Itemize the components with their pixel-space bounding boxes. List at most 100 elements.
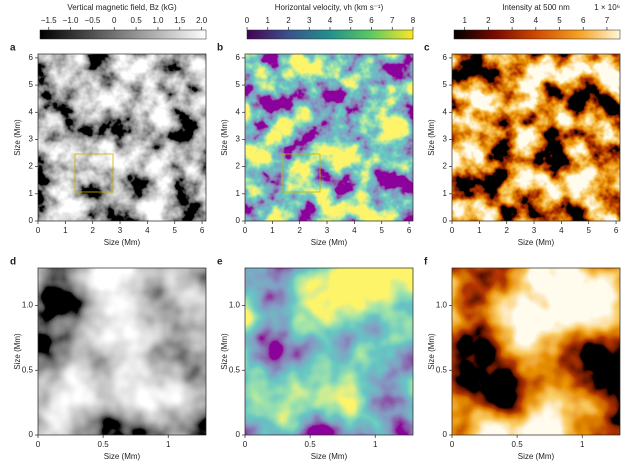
- x-tick-label: 0.5: [305, 440, 317, 449]
- x-tick-label: 0: [450, 440, 455, 449]
- x-tick-label: 1: [270, 226, 275, 235]
- y-tick-label: 0.5: [229, 365, 241, 374]
- colorbar-tick-label: 7: [605, 16, 610, 25]
- y-tick-label: 5: [29, 80, 34, 89]
- plot-frame: [37, 267, 207, 436]
- panel-letter: e: [217, 257, 223, 268]
- x-tick-label: 0.5: [98, 440, 110, 449]
- x-tick-label: 5: [172, 226, 177, 235]
- image-map: [38, 54, 206, 221]
- y-tick-label: 1: [29, 189, 34, 198]
- x-tick-label: 1: [373, 440, 378, 449]
- plot-frame: [451, 267, 621, 436]
- y-tick-label: 1: [443, 189, 448, 198]
- y-tick-label: 2: [236, 162, 241, 171]
- colorbar-tick-label: 5: [557, 16, 562, 25]
- y-tick-label: 0: [29, 430, 34, 439]
- y-tick-label: 6: [236, 53, 241, 62]
- x-tick-label: 2: [90, 226, 95, 235]
- image-map: [245, 268, 413, 435]
- x-tick-label: 0: [36, 440, 41, 449]
- zoom-box: [281, 153, 321, 193]
- x-tick-label: 5: [379, 226, 384, 235]
- x-tick-label: 2: [297, 226, 302, 235]
- x-tick-label: 0.5: [512, 440, 524, 449]
- colorbar-tick-label: 1: [266, 16, 271, 25]
- x-tick-label: 3: [118, 226, 123, 235]
- y-axis-label: Size (Mm): [427, 119, 436, 156]
- x-tick-label: 0: [243, 440, 248, 449]
- plot-frame: [244, 267, 414, 436]
- y-tick-label: 1.0: [436, 301, 448, 310]
- y-tick-label: 6: [29, 53, 34, 62]
- y-tick-label: 1: [236, 189, 241, 198]
- panel-letter: c: [424, 43, 430, 54]
- x-tick-label: 6: [200, 226, 205, 235]
- x-axis-label: Size (Mm): [518, 452, 555, 461]
- colorbar: [453, 29, 621, 40]
- x-tick-label: 0: [36, 226, 41, 235]
- y-axis-label: Size (Mm): [427, 333, 436, 370]
- image-map: [452, 54, 620, 221]
- colorbar-multiplier: 1 × 10⁶: [594, 3, 620, 12]
- y-tick-label: 5: [236, 80, 241, 89]
- y-tick-label: 0: [443, 216, 448, 225]
- x-tick-label: 0: [450, 226, 455, 235]
- colorbar-title: Horizontal velocity, vh (km s⁻¹): [275, 3, 384, 12]
- x-tick-label: 4: [352, 226, 357, 235]
- colorbar: [246, 29, 414, 40]
- y-axis-label: Size (Mm): [13, 119, 22, 156]
- y-tick-label: 0.5: [22, 365, 34, 374]
- y-tick-label: 0: [236, 216, 241, 225]
- colorbar-tick-label: 7: [390, 16, 395, 25]
- colorbar: [39, 29, 207, 40]
- image-map: [452, 268, 620, 435]
- colorbar-tick-label: 8: [411, 16, 416, 25]
- colorbar-title: Intensity at 500 nm: [502, 3, 570, 12]
- y-tick-label: 3: [236, 135, 241, 144]
- panel-letter: f: [424, 257, 428, 268]
- y-axis-label: Size (Mm): [220, 119, 229, 156]
- y-tick-label: 0: [443, 430, 448, 439]
- x-tick-label: 6: [614, 226, 619, 235]
- x-tick-label: 3: [532, 226, 537, 235]
- panel-letter: a: [10, 43, 16, 54]
- x-tick-label: 1: [166, 440, 171, 449]
- colorbar-tick-label: 2: [486, 16, 491, 25]
- colorbar-tick-label: 1.5: [174, 16, 186, 25]
- colorbar-tick-label: 0.5: [131, 16, 143, 25]
- colorbar-tick-label: 6: [369, 16, 374, 25]
- y-tick-label: 4: [236, 107, 241, 116]
- colorbar-tick-label: 6: [581, 16, 586, 25]
- colorbar-tick-label: 1: [462, 16, 467, 25]
- colorbar-tick-label: 2.0: [196, 16, 208, 25]
- y-tick-label: 3: [29, 135, 34, 144]
- image-map: [38, 268, 206, 435]
- y-tick-label: 1.0: [22, 301, 34, 310]
- plot-frame: [451, 53, 621, 222]
- y-axis-label: Size (Mm): [220, 333, 229, 370]
- x-tick-label: 1: [580, 440, 585, 449]
- x-axis-label: Size (Mm): [104, 238, 141, 247]
- plot-frame: [244, 53, 414, 222]
- colorbar-tick-label: 0: [112, 16, 117, 25]
- x-tick-label: 4: [559, 226, 564, 235]
- colorbar-tick-label: 4: [534, 16, 539, 25]
- x-tick-label: 1: [477, 226, 482, 235]
- y-tick-label: 5: [443, 80, 448, 89]
- x-tick-label: 5: [586, 226, 591, 235]
- x-tick-label: 1: [63, 226, 68, 235]
- x-axis-label: Size (Mm): [311, 238, 348, 247]
- y-tick-label: 0.5: [436, 365, 448, 374]
- y-tick-label: 4: [29, 107, 34, 116]
- colorbar-tick-label: −1.5: [41, 16, 57, 25]
- x-tick-label: 0: [243, 226, 248, 235]
- x-tick-label: 6: [407, 226, 412, 235]
- y-tick-label: 2: [29, 162, 34, 171]
- colorbar-tick-label: 2: [286, 16, 291, 25]
- panel-letter: b: [217, 43, 223, 54]
- y-axis-label: Size (Mm): [13, 333, 22, 370]
- x-axis-label: Size (Mm): [104, 452, 141, 461]
- y-tick-label: 0: [29, 216, 34, 225]
